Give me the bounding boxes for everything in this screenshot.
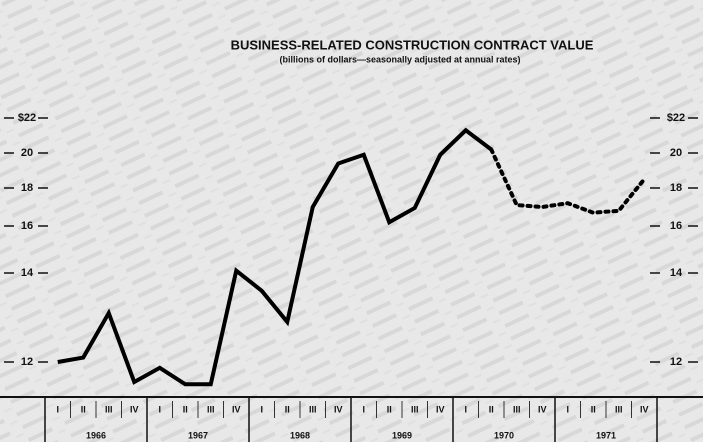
x-tick-label: II xyxy=(81,404,86,414)
year-label: 1968 xyxy=(290,430,310,440)
x-tick-label: II xyxy=(183,404,188,414)
x-tick-label: IV xyxy=(334,404,343,414)
x-tick-label: I xyxy=(260,404,263,414)
y-tick-label: 18 xyxy=(670,182,682,194)
x-tick-label: II xyxy=(285,404,290,414)
y-tick-label: $22 xyxy=(667,112,685,124)
x-tick-label: I xyxy=(566,404,569,414)
year-label: 1967 xyxy=(188,430,208,440)
x-tick-label: IV xyxy=(538,404,547,414)
data-line xyxy=(489,147,647,215)
x-tick-label: III xyxy=(513,404,521,414)
x-tick-label: IV xyxy=(130,404,139,414)
year-label: 1969 xyxy=(392,430,412,440)
x-tick-label: III xyxy=(411,404,419,414)
x-tick-label: III xyxy=(615,404,623,414)
chart-title: BUSINESS-RELATED CONSTRUCTION CONTRACT V… xyxy=(231,37,594,52)
x-tick-label: I xyxy=(464,404,467,414)
y-tick-label: 16 xyxy=(670,220,682,232)
x-tick-label: II xyxy=(489,404,494,414)
y-tick-label: 12 xyxy=(21,356,33,368)
year-label: 1971 xyxy=(596,430,616,440)
y-tick-label: 14 xyxy=(21,267,34,279)
y-tick-label: 20 xyxy=(670,147,682,159)
x-tick-label: I xyxy=(158,404,161,414)
x-tick-label: III xyxy=(207,404,215,414)
x-tick-label: II xyxy=(591,404,596,414)
x-tick-label: I xyxy=(362,404,365,414)
x-tick-label: I xyxy=(56,404,59,414)
y-tick-label: $22 xyxy=(18,112,36,124)
x-tick-label: II xyxy=(387,404,392,414)
data-line xyxy=(57,127,493,387)
x-tick-label: IV xyxy=(436,404,445,414)
y-tick-label: 20 xyxy=(21,147,33,159)
x-tick-label: III xyxy=(309,404,317,414)
year-label: 1970 xyxy=(494,430,514,440)
chart-subtitle: (billions of dollars—seasonally adjusted… xyxy=(279,54,520,64)
x-tick-label: III xyxy=(105,404,113,414)
y-tick-label: 14 xyxy=(670,267,683,279)
year-label: 1966 xyxy=(86,430,106,440)
y-tick-label: 12 xyxy=(670,356,682,368)
y-tick-label: 16 xyxy=(21,220,33,232)
y-tick-label: 18 xyxy=(21,182,33,194)
x-tick-label: IV xyxy=(232,404,241,414)
x-tick-label: IV xyxy=(640,404,649,414)
